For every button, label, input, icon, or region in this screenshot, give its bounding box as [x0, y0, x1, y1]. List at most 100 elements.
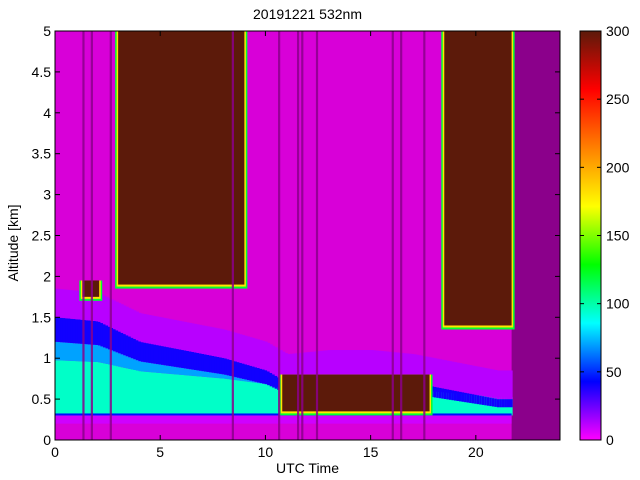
- boundary-layer-strip: [113, 329, 117, 352]
- boundary-layer-strip: [292, 353, 296, 383]
- boundary-layer-strip: [214, 373, 218, 378]
- data-gap: [278, 31, 281, 440]
- boundary-layer-strip: [203, 376, 208, 416]
- boundary-layer-strip: [433, 391, 437, 416]
- boundary-layer-strip: [105, 348, 109, 364]
- boundary-layer-strip: [456, 391, 460, 401]
- boundary-layer-strip: [436, 358, 440, 388]
- boundary-layer-strip: [67, 360, 71, 416]
- boundary-layer-strip: [476, 395, 480, 416]
- boundary-layer-strip: [489, 397, 493, 407]
- boundary-layer-strip: [85, 320, 89, 345]
- boundary-layer-strip: [236, 362, 240, 378]
- boundary-layer-strip: [125, 306, 129, 336]
- boundary-layer-strip: [95, 321, 99, 345]
- boundary-layer-strip: [140, 313, 144, 343]
- boundary-layer-strip: [188, 375, 192, 416]
- boundary-layer-strip: [501, 399, 506, 408]
- boundary-layer-strip: [244, 335, 248, 365]
- boundary-layer-strip: [262, 383, 266, 416]
- boundary-layer-strip: [431, 357, 435, 387]
- boundary-layer-strip: [133, 359, 137, 370]
- surface-layer: [55, 415, 512, 424]
- boundary-layer-strip: [100, 323, 104, 347]
- boundary-layer-strip: [57, 342, 61, 361]
- boundary-layer-strip: [211, 372, 215, 378]
- colorbar-tick-label: 0: [606, 432, 614, 448]
- boundary-layer-strip: [123, 355, 127, 368]
- boundary-layer-strip: [221, 374, 225, 379]
- boundary-layer-strip: [418, 355, 422, 384]
- boundary-layer-strip: [168, 318, 172, 348]
- boundary-layer-strip: [130, 337, 134, 359]
- boundary-layer-strip: [486, 397, 490, 406]
- boundary-layer-strip: [239, 378, 243, 381]
- data-gap: [231, 31, 234, 440]
- boundary-layer-strip: [55, 341, 59, 361]
- boundary-layer-strip: [70, 343, 74, 361]
- boundary-layer-strip: [236, 333, 240, 363]
- boundary-layer-strip: [393, 352, 397, 381]
- boundary-layer-strip: [125, 335, 129, 357]
- boundary-layer-strip: [239, 334, 243, 363]
- cloud-core: [82, 280, 100, 297]
- boundary-layer-strip: [120, 304, 124, 333]
- boundary-layer-strip: [161, 373, 165, 416]
- boundary-layer-strip: [198, 324, 203, 354]
- boundary-layer-strip: [133, 310, 137, 339]
- boundary-layer-strip: [85, 344, 89, 362]
- boundary-layer-strip: [198, 353, 203, 371]
- boundary-layer-strip: [264, 384, 268, 416]
- data-gap: [90, 31, 93, 440]
- boundary-layer-strip: [426, 356, 430, 386]
- colorbar-tick-label: 250: [606, 91, 630, 107]
- boundary-layer-strip: [135, 370, 139, 416]
- boundary-layer-strip: [254, 382, 258, 416]
- boundary-layer-strip: [489, 368, 493, 398]
- boundary-layer-strip: [123, 367, 127, 416]
- boundary-layer-strip: [262, 340, 266, 370]
- boundary-layer-strip: [163, 317, 167, 347]
- boundary-layer-strip: [249, 337, 253, 366]
- boundary-layer-strip: [358, 350, 362, 379]
- boundary-layer-strip: [171, 348, 175, 367]
- boundary-layer-strip: [272, 385, 276, 416]
- boundary-layer-strip: [264, 370, 268, 385]
- boundary-layer-strip: [448, 392, 453, 416]
- boundary-layer-strip: [70, 290, 74, 319]
- boundary-layer-strip: [97, 345, 102, 363]
- boundary-layer-strip: [350, 350, 354, 379]
- boundary-layer-strip: [375, 350, 379, 380]
- boundary-layer-strip: [241, 378, 245, 382]
- boundary-layer-strip: [203, 354, 208, 372]
- boundary-layer-strip: [279, 350, 283, 379]
- boundary-layer-strip: [466, 394, 470, 416]
- boundary-layer-strip: [481, 367, 485, 397]
- boundary-layer-strip: [370, 350, 374, 379]
- boundary-layer-strip: [95, 344, 99, 363]
- boundary-layer-strip: [405, 353, 410, 383]
- boundary-layer-strip: [196, 352, 200, 371]
- boundary-layer-strip: [209, 372, 213, 378]
- y-axis-label: Altitude [km]: [5, 204, 21, 282]
- boundary-layer-strip: [436, 387, 440, 398]
- boundary-layer-strip: [72, 343, 76, 362]
- boundary-layer-strip: [469, 365, 473, 394]
- boundary-layer-strip: [214, 327, 218, 357]
- boundary-layer-strip: [219, 378, 223, 416]
- boundary-layer-strip: [446, 389, 450, 400]
- boundary-layer-strip: [110, 299, 114, 328]
- boundary-layer-strip: [287, 354, 291, 383]
- boundary-layer-strip: [97, 321, 102, 346]
- boundary-layer-strip: [176, 349, 180, 368]
- boundary-layer-strip: [57, 317, 61, 343]
- boundary-layer-strip: [378, 350, 382, 380]
- boundary-layer-strip: [108, 349, 112, 365]
- colorbar-tick-label: 100: [606, 296, 630, 312]
- boundary-layer-strip: [166, 365, 170, 374]
- boundary-layer-strip: [158, 364, 162, 373]
- boundary-layer-strip: [380, 351, 384, 380]
- boundary-layer-strip: [274, 347, 278, 376]
- boundary-layer-strip: [65, 342, 69, 361]
- x-tick-label: 0: [51, 444, 59, 460]
